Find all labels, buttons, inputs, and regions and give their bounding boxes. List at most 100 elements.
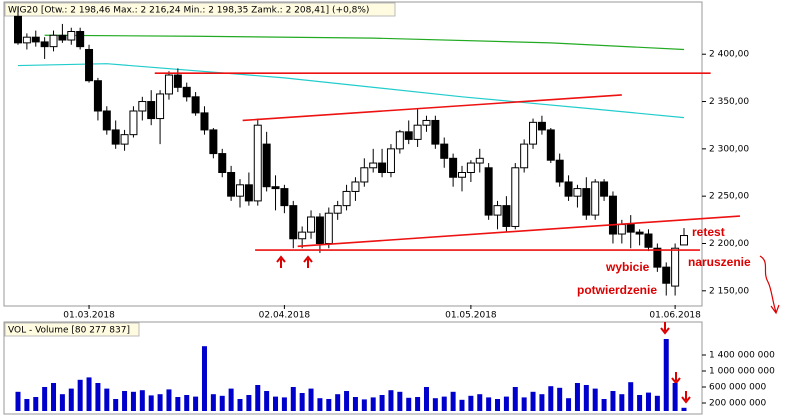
volume-bar xyxy=(548,386,554,411)
up-arrow xyxy=(303,255,313,268)
y-tick-label: 2 200,00 xyxy=(709,239,749,249)
volume-bar xyxy=(619,394,625,411)
volume-bar xyxy=(281,397,287,411)
candle-body xyxy=(449,157,458,178)
volume-bar xyxy=(326,399,332,411)
volume-bar xyxy=(15,391,21,411)
x-tick-label: 01.03.2018 xyxy=(63,311,115,321)
volume-bar xyxy=(237,399,243,411)
annotation: wybicie xyxy=(605,260,650,274)
volume-bar xyxy=(122,391,128,411)
candle-body xyxy=(653,247,662,268)
candle-body xyxy=(173,74,182,88)
price-frame xyxy=(3,1,703,307)
candle-body xyxy=(200,112,209,131)
x-tick-label: 01.06.2018 xyxy=(649,311,701,321)
volume-bar xyxy=(290,387,296,411)
candle-body xyxy=(502,205,511,227)
volume-bar xyxy=(193,396,199,411)
curved-arrow-head xyxy=(770,304,780,315)
volume-bar xyxy=(663,339,669,411)
candle-body xyxy=(369,162,378,169)
candle-body xyxy=(360,167,369,183)
volume-bar xyxy=(175,397,181,411)
y-tick-label: 1 400 000 000 xyxy=(709,351,775,361)
candle-body xyxy=(422,119,431,126)
volume-bar xyxy=(184,395,190,411)
volume-bar xyxy=(299,393,305,411)
volume-bar xyxy=(645,392,651,411)
volume-bar xyxy=(557,387,563,411)
candle-body xyxy=(440,143,449,159)
candle-body xyxy=(120,134,129,145)
volume-bar xyxy=(24,399,30,411)
x-tick-label: 01.05.2018 xyxy=(445,311,497,321)
volume-bar xyxy=(441,396,447,411)
candle-body xyxy=(218,153,227,174)
annotation: potwierdzenie xyxy=(577,283,657,297)
volume-bar xyxy=(228,388,234,411)
volume-bar xyxy=(539,394,545,411)
down-arrow xyxy=(660,322,670,335)
trend-line xyxy=(297,215,740,248)
candle-body xyxy=(191,96,200,114)
volume-bar xyxy=(42,387,48,411)
candle-body xyxy=(22,36,31,44)
candle-body xyxy=(529,121,538,145)
volume-bar xyxy=(583,385,589,411)
candle-body xyxy=(253,124,262,202)
volume-bar xyxy=(308,388,314,411)
volume-bar xyxy=(130,391,136,411)
y-tick-label: 2 350,00 xyxy=(709,97,749,107)
volume-bar xyxy=(166,389,172,411)
candle-body xyxy=(537,121,546,131)
candle-body xyxy=(280,188,289,207)
volume-bar xyxy=(450,391,456,411)
volume-bar xyxy=(468,395,474,411)
candle-body xyxy=(307,216,316,233)
y-tick-label: 2 300,00 xyxy=(709,144,749,154)
candle-body xyxy=(484,167,493,216)
volume-bar xyxy=(503,396,509,411)
volume-bar xyxy=(246,395,252,411)
candle-body xyxy=(298,231,307,240)
volume-bar xyxy=(352,397,358,411)
price-title: WIG20 [Otw.: 2 198,46 Max.: 2 216,24 Min… xyxy=(8,6,369,16)
volume-bar xyxy=(86,377,92,411)
volume-bar xyxy=(521,397,527,411)
candle-body xyxy=(102,110,111,131)
y-tick-label: 2 150,00 xyxy=(709,286,749,296)
volume-bar xyxy=(51,383,57,411)
candle-body xyxy=(111,129,120,145)
volume-bar xyxy=(459,399,465,411)
volume-bar xyxy=(610,391,616,411)
volume-bar xyxy=(423,387,429,411)
volume-title: VOL - Volume [80 277 837] xyxy=(8,326,130,336)
candle-body xyxy=(14,15,22,44)
candle-body xyxy=(31,36,40,43)
candle-body xyxy=(617,224,626,235)
volume-bar xyxy=(397,391,403,411)
annotation: retest xyxy=(692,225,725,239)
candle-body xyxy=(67,30,76,41)
volume-title-box xyxy=(4,322,140,337)
up-arrow xyxy=(276,255,286,268)
volume-bar xyxy=(388,390,394,411)
volume-bar xyxy=(495,399,501,411)
volume-bar xyxy=(370,397,376,411)
volume-bar xyxy=(432,398,438,411)
candle-body xyxy=(289,205,298,240)
candle-body xyxy=(76,30,85,48)
candle-body xyxy=(227,172,236,197)
volume-bar xyxy=(415,397,421,411)
volume-bar xyxy=(566,398,572,411)
candle-body xyxy=(209,129,218,155)
volume-bar xyxy=(264,391,270,411)
volume-bar xyxy=(406,397,412,411)
candle-body xyxy=(573,188,582,197)
candle-body xyxy=(85,48,94,82)
candle-body xyxy=(315,216,324,244)
candle-body xyxy=(644,233,653,248)
candle-body xyxy=(271,186,280,190)
